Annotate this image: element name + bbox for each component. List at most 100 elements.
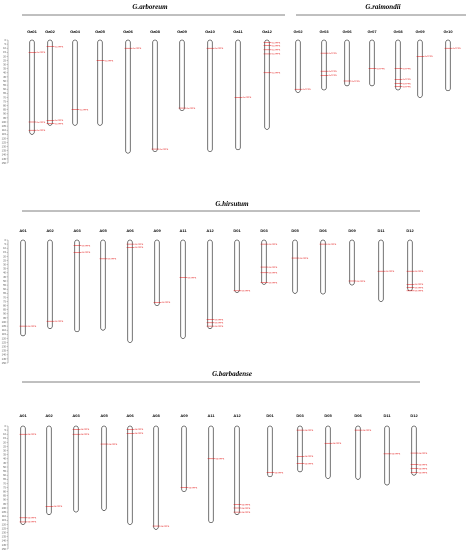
scale-tick-label: 45 [3, 461, 6, 465]
gene-label: GaTPPS [160, 149, 169, 151]
gene-label: GbTPPS [81, 429, 90, 431]
chromosome-label: D03 [296, 413, 304, 418]
scale-tick-label: 35 [3, 67, 6, 71]
scale-tick-label: 15 [3, 50, 6, 54]
chromosome-bar [411, 425, 417, 476]
scale-tick-label: 20 [3, 54, 6, 58]
gene-label: GrTPPS [403, 82, 412, 85]
gene-label: GbTPPS [189, 487, 198, 489]
chromosome-bar [97, 39, 103, 126]
chromosome-label: Ga02 [45, 29, 56, 34]
scale-tick-label: 145 [2, 357, 7, 361]
scale-tick-label: 150 [2, 547, 7, 550]
scale-tick-label: 90 [3, 112, 6, 116]
scale-tick-label: 5 [5, 42, 7, 46]
gene-label: GaTPPS [272, 73, 281, 75]
scale-tick-label: 35 [3, 267, 6, 271]
scale-tick-label: 0 [5, 238, 7, 242]
scale-tick-label: 75 [3, 99, 6, 103]
chromosome-bar [344, 39, 350, 87]
scale-tick-label: 90 [3, 312, 6, 316]
gene-label: GhTPPS [135, 244, 144, 246]
species-title: G.hirsutum [215, 200, 249, 208]
scale-tick-label: 20 [3, 254, 6, 258]
scale-tick-label: 95 [3, 116, 6, 120]
chromosome-bar [234, 239, 240, 293]
scale-tick-label: 115 [2, 332, 7, 336]
gene-label: GbTPPS [109, 444, 118, 446]
scale-tick-label: 45 [3, 75, 6, 79]
scale-tick-label: 10 [3, 46, 6, 50]
scale-tick-label: 50 [3, 79, 6, 83]
chromosome-bar [47, 39, 53, 126]
gene-label: GrTPPS [403, 68, 412, 71]
chromosome-label: Ga10 [205, 29, 216, 34]
gene-label: GbTPPS [242, 508, 251, 510]
chromosome-label: A01 [19, 413, 27, 418]
scale-tick-label: 0 [5, 38, 7, 42]
gene-label: GbTPPS [305, 430, 314, 432]
chromosome-label: Gr02 [293, 29, 303, 34]
scale-tick-label: 25 [3, 258, 6, 262]
scale-tick-label: 110 [2, 128, 7, 132]
chromosome-label: A09 [153, 228, 161, 233]
gene-label: GbTPPS [392, 454, 401, 456]
scale-tick-label: 50 [3, 279, 6, 283]
gene-label: GbTPPS [28, 522, 37, 524]
scale-tick-label: 0 [5, 424, 7, 428]
gene-label: GhTPPS [162, 302, 171, 304]
chromosome-bar [235, 39, 241, 151]
chromosome-bar [234, 425, 240, 515]
scale-tick-label: 80 [3, 304, 6, 308]
scale-tick-label: 5 [5, 242, 7, 246]
scale-tick-label: 75 [3, 485, 6, 489]
chromosome-label: D09 [348, 228, 356, 233]
chromosome-bar [46, 425, 52, 515]
chromosome-label: A06 [126, 228, 134, 233]
scale-tick-label: 120 [2, 336, 7, 340]
scale-tick-label: 105 [2, 324, 7, 328]
gene-label: GbTPPS [135, 433, 144, 435]
gene-label: GrTPPS [303, 88, 312, 91]
chromosome-label: Ga06 [123, 29, 134, 34]
scale-tick-label: 10 [3, 432, 6, 436]
chromosome-bar [207, 39, 213, 152]
chromosome-label: Gr03 [319, 29, 329, 34]
scale-tick-label: 95 [3, 316, 6, 320]
chromosome-label: Ga04 [70, 29, 81, 34]
gene-label: GaTPPS [272, 50, 281, 52]
gene-label: GbTPPS [28, 434, 37, 436]
gene-label: GbTPPS [275, 473, 284, 475]
gene-label: GaTPPS [187, 108, 196, 110]
gene-label: GbTPPS [419, 468, 428, 470]
gene-label: GbTPPS [305, 464, 314, 466]
scale-tick-label: 100 [2, 120, 7, 124]
chromosome-bar [267, 425, 273, 478]
gene-label: GaTPPS [55, 123, 64, 125]
gene-label: GbTPPS [419, 453, 428, 455]
chromosome-bar [73, 425, 79, 513]
gene-label: GhTPPS [269, 267, 278, 269]
chromosome-bar [47, 239, 53, 329]
scale-tick-label: 110 [2, 328, 7, 332]
gene-label: GbTPPS [216, 459, 225, 461]
gene-label: GbTPPS [161, 526, 170, 528]
gene-label: GaTPPS [37, 122, 46, 124]
chromosome-bar [153, 425, 159, 530]
chromosome-label: A01 [19, 228, 27, 233]
scale-tick-label: 20 [3, 440, 6, 444]
chromosome-label: D01 [233, 228, 241, 233]
chromosome-bar [207, 239, 213, 329]
chromosome-bar [154, 239, 160, 306]
chromosome-bar [417, 39, 423, 98]
chromosome-label: D12 [410, 413, 418, 418]
gene-label: GhTPPS [108, 259, 117, 261]
gene-label: GhTPPS [55, 321, 64, 323]
gene-label: GbTPPS [28, 518, 37, 520]
scale-tick-label: 130 [2, 531, 7, 535]
chromosome-bar [208, 425, 214, 524]
scale-tick-label: 85 [3, 494, 6, 498]
scale-tick-label: 75 [3, 299, 6, 303]
